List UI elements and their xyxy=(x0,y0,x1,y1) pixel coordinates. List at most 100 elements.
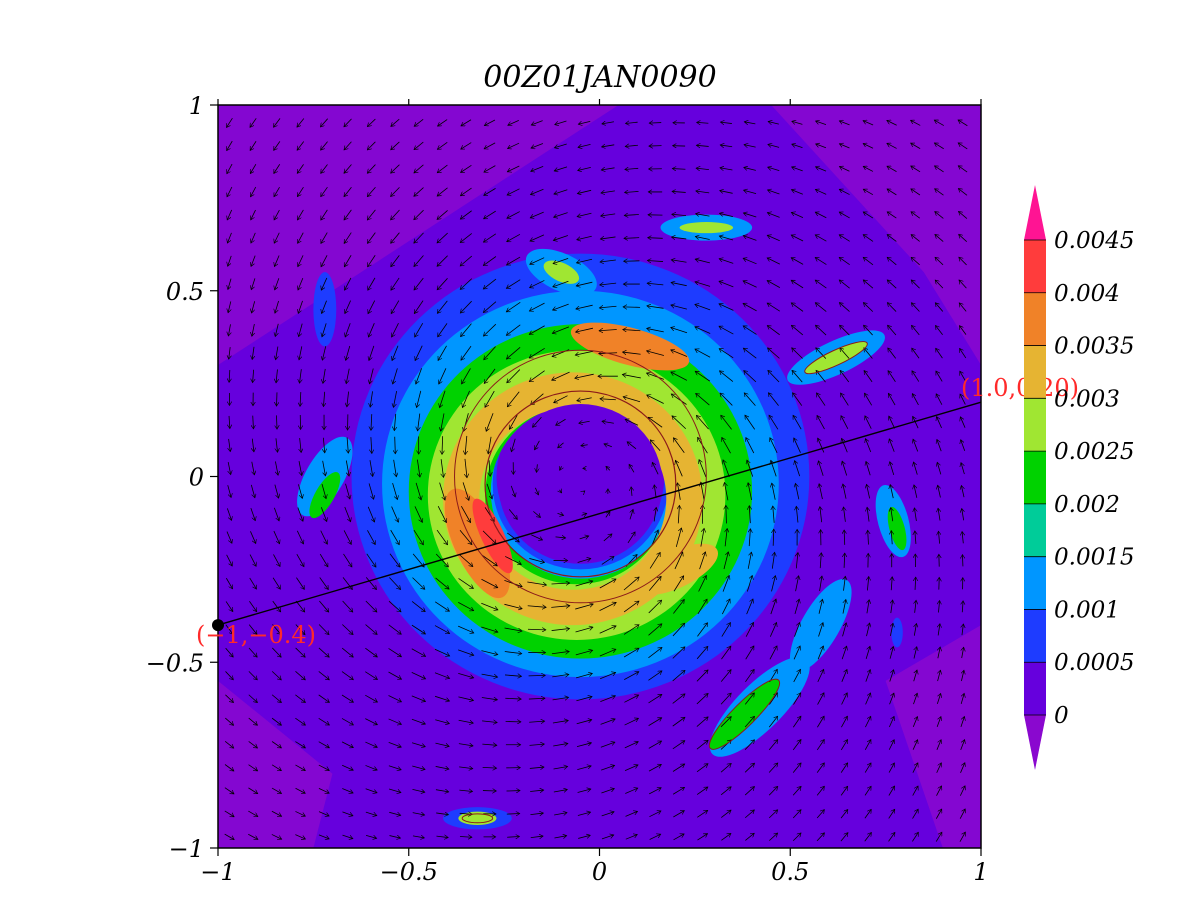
wind-arrow xyxy=(839,234,850,242)
wind-arrow xyxy=(913,693,917,705)
wind-arrow xyxy=(649,788,661,795)
colorbar-label: 0.0045 xyxy=(1054,228,1134,254)
wind-arrow xyxy=(697,122,709,123)
wind-arrow xyxy=(675,460,683,477)
wind-arrow xyxy=(600,237,616,239)
wind-arrow xyxy=(913,670,917,682)
wind-arrow xyxy=(553,790,567,792)
wind-arrow xyxy=(229,438,231,452)
wind-arrow xyxy=(625,835,637,840)
wind-arrow xyxy=(722,437,731,454)
wind-arrow xyxy=(743,213,757,218)
wind-arrow xyxy=(248,787,257,795)
wind-arrow xyxy=(274,141,281,150)
cross-section-start-marker xyxy=(212,619,224,632)
wind-arrow xyxy=(746,599,753,615)
wind-arrow xyxy=(959,809,965,819)
wind-arrow xyxy=(719,236,734,241)
wind-arrow xyxy=(388,718,402,724)
wind-arrow xyxy=(627,532,635,544)
wind-arrow xyxy=(959,832,965,842)
wind-arrow xyxy=(577,189,592,193)
wind-arrow xyxy=(793,669,801,683)
wind-arrow xyxy=(461,505,470,522)
wind-arrow xyxy=(841,716,847,728)
wind-arrow xyxy=(365,600,377,612)
wind-arrow xyxy=(915,531,916,544)
wind-arrow xyxy=(271,717,281,725)
wind-arrow xyxy=(623,577,639,591)
wind-arrow xyxy=(696,393,710,406)
wind-arrow xyxy=(459,836,472,837)
wind-arrow xyxy=(888,786,895,796)
wind-arrow xyxy=(224,787,234,794)
wind-arrow xyxy=(864,763,872,773)
wind-arrow xyxy=(321,232,328,244)
contour-line xyxy=(484,390,677,578)
wind-arrow xyxy=(271,787,282,793)
wind-arrow xyxy=(273,507,279,521)
wind-arrow xyxy=(938,624,940,636)
wind-arrow xyxy=(505,556,521,564)
wind-arrow xyxy=(228,278,232,290)
wind-arrow xyxy=(863,211,874,219)
wind-arrow xyxy=(793,646,800,660)
wind-arrow xyxy=(863,303,874,312)
wind-vectors xyxy=(224,117,968,842)
wind-arrow xyxy=(671,394,687,405)
wind-arrow xyxy=(647,328,664,333)
wind-arrow xyxy=(696,740,708,750)
wind-arrow xyxy=(248,741,258,748)
wind-arrow xyxy=(654,485,656,498)
field-patch xyxy=(885,625,981,848)
wind-arrow xyxy=(864,832,872,842)
wind-arrow xyxy=(792,786,801,796)
wind-arrow xyxy=(295,624,305,634)
wind-arrow xyxy=(321,186,328,196)
wind-arrow xyxy=(367,530,375,544)
wind-arrow xyxy=(843,507,845,522)
colorbar-label: 0.0025 xyxy=(1054,439,1134,465)
wind-arrow xyxy=(820,576,822,592)
wind-arrow xyxy=(459,529,472,544)
wind-arrow xyxy=(227,140,233,150)
x-axis-tick-labels: −1 −0.5 0 0.5 1 xyxy=(200,858,988,886)
wind-arrow xyxy=(248,833,258,839)
wind-arrow xyxy=(724,482,729,501)
wind-arrow xyxy=(865,439,872,453)
wind-arrow xyxy=(367,141,376,150)
wind-arrow xyxy=(439,482,445,501)
wind-arrow xyxy=(719,371,734,382)
wind-arrow xyxy=(959,280,967,289)
wind-arrow xyxy=(438,323,448,337)
wind-arrow xyxy=(749,506,750,524)
wind-arrow xyxy=(672,214,687,215)
wind-arrow xyxy=(887,257,897,266)
wind-arrow xyxy=(912,763,918,773)
wind-arrow xyxy=(720,763,731,773)
wind-arrow xyxy=(482,530,496,544)
wind-arrow xyxy=(321,483,326,499)
wind-arrow xyxy=(388,648,402,656)
wind-arrow xyxy=(575,650,593,656)
wind-arrow xyxy=(345,460,349,477)
wind-arrow xyxy=(576,258,593,263)
wind-arrow xyxy=(654,507,656,522)
wind-arrow xyxy=(321,141,328,150)
wind-arrow xyxy=(318,834,329,839)
wind-arrow xyxy=(437,141,448,149)
wind-arrow xyxy=(465,435,467,455)
wind-arrow xyxy=(623,648,639,658)
wind-arrow xyxy=(318,788,329,793)
wind-arrow xyxy=(796,506,798,523)
wind-arrow xyxy=(842,438,848,453)
wind-arrow xyxy=(722,575,729,592)
wind-arrow xyxy=(938,531,939,544)
wind-arrow xyxy=(298,232,304,244)
wind-arrow xyxy=(434,672,450,679)
wind-arrow xyxy=(865,646,870,660)
wind-arrow xyxy=(675,528,681,548)
colorbar-segment xyxy=(1024,240,1046,293)
wind-arrow xyxy=(488,436,492,454)
wind-arrow xyxy=(890,462,895,476)
